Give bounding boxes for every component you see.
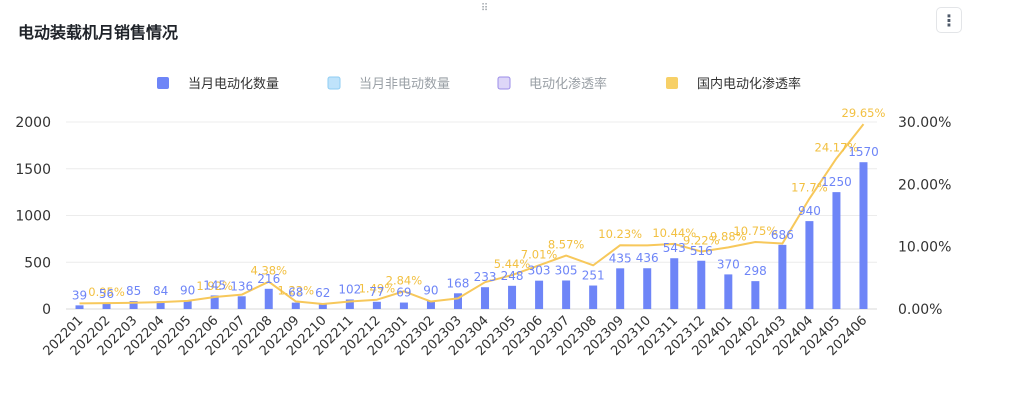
line-data-label: 29.65%: [842, 106, 886, 120]
legend-swatch[interactable]: [666, 77, 678, 89]
line-data-label: 9.88%: [710, 229, 747, 243]
bar-data-label: 56: [99, 287, 114, 301]
bar-data-label: 145: [203, 278, 226, 292]
bar[interactable]: [778, 244, 787, 309]
line-data-label: 7.01%: [521, 247, 558, 261]
line-data-label: 10.75%: [733, 224, 777, 238]
y-left-tick-label: 500: [24, 255, 51, 271]
bar-data-label: 940: [798, 204, 821, 218]
line-data-label: 5.44%: [494, 257, 531, 271]
line-data-label: 2.84%: [386, 273, 423, 287]
line-series: [79, 123, 865, 306]
line-data-label: 4.38%: [250, 264, 287, 278]
bar[interactable]: [589, 285, 598, 309]
bar[interactable]: [670, 258, 679, 309]
bar[interactable]: [318, 303, 327, 309]
bar-data-label: 85: [126, 284, 141, 298]
legend-swatch[interactable]: [327, 76, 341, 90]
legend-label[interactable]: 国内电动化渗透率: [697, 76, 801, 92]
bar[interactable]: [562, 280, 571, 309]
bar-data-label: 305: [555, 263, 578, 277]
bar-data-label: 298: [744, 264, 767, 278]
bar-data-label: 77: [369, 285, 384, 299]
bar[interactable]: [345, 299, 354, 309]
bar[interactable]: [643, 268, 652, 309]
bar[interactable]: [453, 293, 462, 309]
line-data-label: 10.23%: [598, 227, 642, 241]
chart-title: 电动装载机月销售情况: [18, 23, 179, 42]
legend-label[interactable]: 当月电动化数量: [188, 77, 279, 92]
legend-label[interactable]: 电动化渗透率: [529, 76, 607, 92]
bar-data-label: 686: [771, 228, 794, 242]
y-right-tick-label: 0.00%: [898, 302, 942, 318]
bar[interactable]: [210, 295, 219, 309]
bar-data-label: 90: [423, 284, 438, 298]
bar-data-label: 69: [396, 286, 411, 300]
line-data-label: 8.57%: [548, 238, 585, 252]
y-left-tick-label: 1000: [15, 209, 51, 225]
bar[interactable]: [291, 302, 300, 309]
bar[interactable]: [102, 303, 111, 309]
bar-data-label: 370: [717, 257, 740, 271]
line-data-label: 0.95%: [88, 285, 125, 299]
bar-data-label: 102: [338, 282, 361, 296]
line-data-label: 1.49%: [359, 282, 396, 296]
bar-data-label: 90: [180, 284, 195, 298]
y-right-tick-label: 10.00%: [898, 240, 951, 256]
bar-data-label: 62: [315, 286, 330, 300]
bar-data-label: 303: [528, 264, 551, 278]
legend-swatch[interactable]: [497, 76, 511, 90]
bar-data-label: 543: [663, 241, 686, 255]
bar[interactable]: [616, 268, 625, 309]
bar[interactable]: [399, 302, 408, 309]
bar-data-label: 216: [257, 272, 280, 286]
bar-data-label: 168: [447, 276, 470, 290]
bar-data-label: 436: [636, 251, 659, 265]
bar[interactable]: [832, 192, 841, 309]
bar-data-label: 233: [474, 270, 497, 284]
bar[interactable]: [75, 305, 84, 309]
bar-data-label: 136: [230, 279, 253, 293]
bar[interactable]: [183, 300, 192, 309]
bar[interactable]: [805, 221, 814, 309]
y-left-tick-label: 0: [42, 302, 51, 318]
bar[interactable]: [508, 285, 517, 309]
bar-data-label: 251: [582, 269, 605, 283]
bar[interactable]: [751, 281, 760, 309]
bar-data-label: 516: [690, 244, 713, 258]
line-data-label: 1.92%: [196, 279, 233, 293]
bar-data-label: 39: [72, 288, 87, 302]
bar[interactable]: [859, 162, 868, 309]
bar[interactable]: [481, 287, 490, 309]
bar[interactable]: [237, 296, 246, 309]
y-left-tick-label: 2000: [15, 115, 51, 131]
line-data-label: 9.22%: [683, 234, 720, 248]
bar[interactable]: [426, 300, 435, 309]
bar[interactable]: [372, 301, 381, 309]
bar[interactable]: [129, 301, 138, 309]
bar-data-label: 435: [609, 251, 632, 265]
line-data-label: 10.44%: [652, 226, 696, 240]
legend-swatch[interactable]: [157, 77, 169, 89]
y-right-tick-label: 20.00%: [898, 177, 951, 193]
bar-data-label: 84: [153, 284, 168, 298]
bar[interactable]: [156, 301, 165, 309]
legend-label[interactable]: 当月非电动数量: [359, 77, 450, 92]
line-data-label: 1.22%: [278, 283, 315, 297]
bar-data-label: 68: [288, 286, 303, 300]
bar-data-label: 248: [501, 269, 524, 283]
line-data-label: 24.17%: [815, 140, 859, 154]
y-left-tick-label: 1500: [15, 162, 51, 178]
drag-handle-icon[interactable]: ⠿: [480, 3, 490, 14]
bar-data-label: 1250: [821, 175, 852, 189]
y-right-tick-label: 30.00%: [898, 115, 951, 131]
bar[interactable]: [535, 280, 544, 309]
bar[interactable]: [264, 288, 273, 309]
bar[interactable]: [697, 260, 706, 309]
bar[interactable]: [724, 274, 733, 309]
line-data-label: 17.7%: [791, 181, 828, 195]
more-vertical-icon[interactable]: ⋮: [936, 7, 962, 33]
bar-data-label: 1570: [848, 145, 879, 159]
